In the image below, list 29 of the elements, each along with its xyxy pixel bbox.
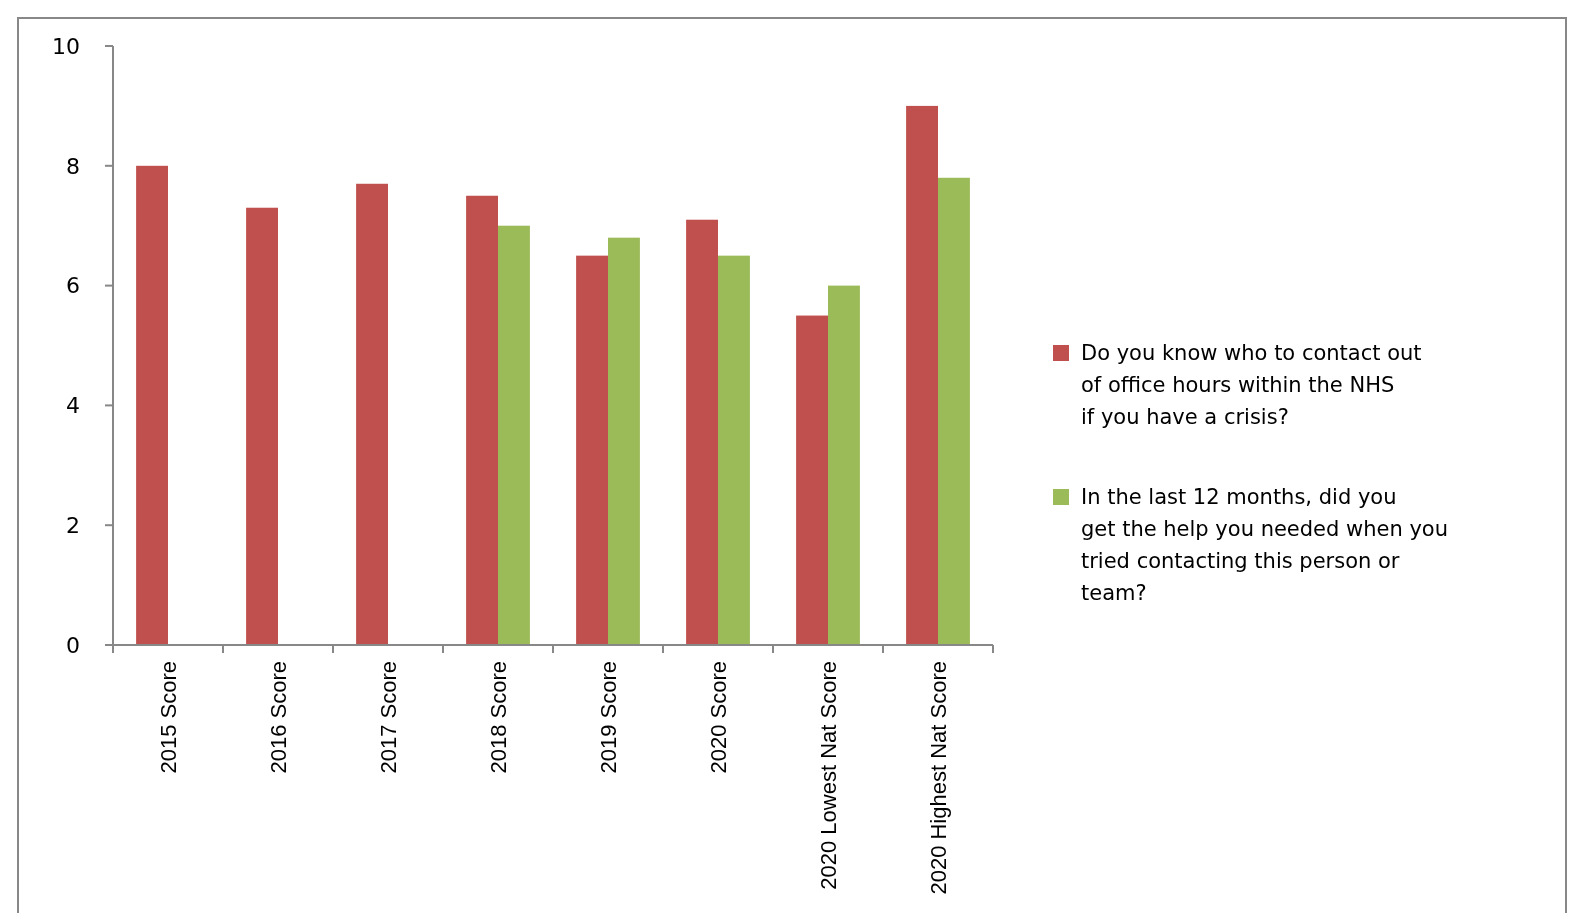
x-tick-label: 2019 Score	[595, 661, 621, 774]
x-tick-label: 2020 Highest Nat Score	[925, 661, 951, 895]
bar	[796, 315, 828, 645]
bar	[246, 207, 278, 645]
x-tick-label: 2020 Lowest Nat Score	[815, 661, 841, 890]
x-tick-label: 2018 Score	[485, 661, 511, 774]
bar	[718, 255, 750, 645]
x-tick-label: 2020 Score	[705, 661, 731, 774]
bar	[906, 105, 938, 645]
bar	[608, 237, 640, 645]
x-tick-label: 2016 Score	[265, 661, 291, 774]
bar	[356, 183, 388, 645]
y-tick-label: 6	[66, 273, 80, 299]
bar	[136, 165, 168, 645]
x-tick-label: 2015 Score	[155, 661, 181, 774]
legend-label: Do you know who to contact out of office hours within the NHS if you have a crisis?	[1081, 341, 1422, 430]
bar	[938, 177, 970, 645]
y-tick-label: 2	[66, 512, 80, 538]
y-tick-label: 0	[66, 632, 80, 658]
legend-label: In the last 12 months, did you get the help you needed when you tried contacting this person or team?	[1081, 485, 1449, 606]
y-tick-label: 4	[66, 393, 80, 419]
x-tick-label: 2017 Score	[375, 661, 401, 774]
bar	[686, 219, 718, 645]
bar	[576, 255, 608, 645]
bar	[828, 285, 860, 645]
bar	[498, 225, 530, 645]
bar	[466, 195, 498, 645]
y-tick-label: 10	[52, 33, 80, 59]
y-tick-label: 8	[66, 153, 80, 179]
